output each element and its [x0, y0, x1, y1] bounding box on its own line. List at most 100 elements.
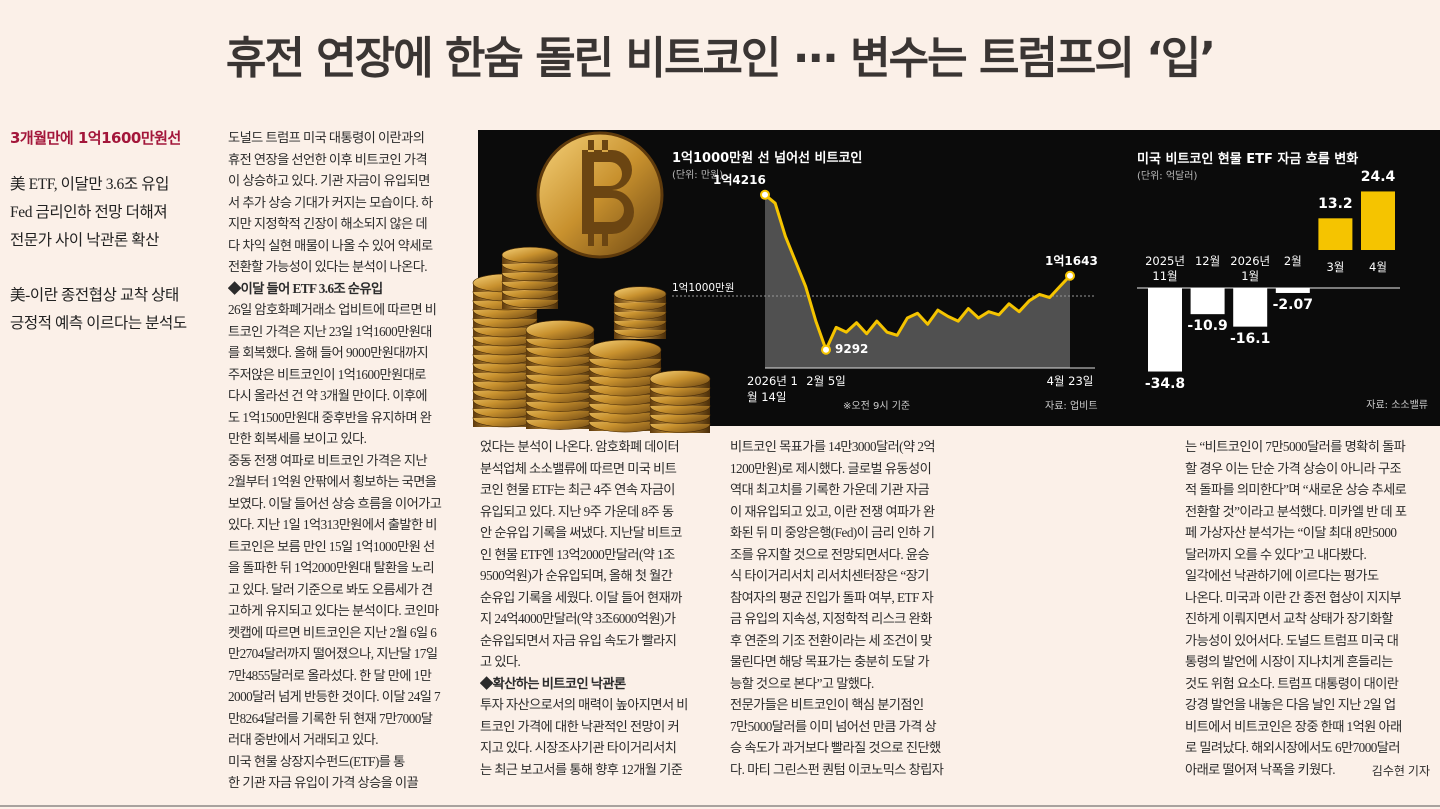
text-line: 로 밀려났다. 해외시장에서도 6만7000달러	[1185, 740, 1401, 755]
value-label: -10.9	[1187, 318, 1228, 335]
text-line: 코인 현물 ETF는 최근 4주 연속 자금이	[480, 482, 675, 497]
text-line: 다. 마티 그린스펀 퀀텀 이코노믹스 창립자	[730, 761, 944, 777]
sidebar-line: 긍정적 예측 이르다는 분석도	[10, 315, 187, 332]
text-line: 보였다. 이달 들어선 상승 흐름을 이어가고	[228, 495, 442, 511]
x-tick-label: 4월 23일	[1046, 374, 1094, 388]
bar	[1233, 288, 1268, 327]
text-line: 화된 뒤 미 중앙은행(Fed)이 금리 인하 기	[730, 525, 935, 540]
text-line: 일각에선 낙관하기에 이르다는 평가도	[1185, 568, 1379, 583]
chart-title: 1억1000만원 선 넘어선 비트코인	[672, 151, 863, 166]
value-label: 9292	[835, 341, 869, 356]
text-line: 켓캡에 따르면 비트코인은 지난 2월 6일 6	[228, 624, 437, 640]
x-tick-label: 2026년 1월 14일	[747, 374, 798, 404]
value-label: -2.07	[1272, 296, 1313, 313]
subheading: ◆이달 들어 ETF 3.6조 순유입	[228, 280, 383, 296]
text-line: 지 24억4000만달러(약 3조6000억원)가	[480, 611, 676, 626]
text-line: 가능성이 있어서다. 도널드 트럼프 미국 대	[1185, 632, 1399, 648]
coin-top	[649, 370, 711, 388]
text-line: 1200만원)로 제시했다. 글로벌 유동성이	[730, 460, 932, 476]
headline: 휴전 연장에 한숨 돌린 비트코인 ··· 변수는 트럼프의 ‘입’	[225, 33, 1216, 84]
text-line: 페 가상자산 분석가는 “이달 최대 8만5000	[1185, 525, 1397, 540]
text-line: 었다는 분석이 나온다. 암호화폐 데이터	[480, 439, 680, 454]
text-line: 나온다. 미국과 이란 간 종전 협상이 지지부	[1185, 589, 1402, 605]
bar	[1361, 191, 1395, 250]
text-line: 달러까지 오를 수 있다”고 내다봤다.	[1185, 546, 1367, 562]
text-line: 만8264달러를 기록한 뒤 현재 7만7000달	[228, 710, 433, 726]
text-line: 비트에서 비트코인은 장중 한때 1억원 아래	[1185, 718, 1402, 734]
bar	[1148, 288, 1182, 372]
x-tick-label: 12월	[1194, 254, 1221, 268]
text-line: 할 경우 이는 단순 가격 상승이 아니라 구조	[1185, 460, 1402, 476]
chart-source: 자료: 업비트	[1045, 401, 1098, 412]
area	[765, 194, 1070, 368]
text-line: 투자 자산으로서의 매력이 높아지면서 비	[480, 697, 688, 712]
bar	[1190, 288, 1225, 315]
subheading: ◆확산하는 비트코인 낙관론	[480, 675, 626, 691]
text-line: 서 추가 상승 기대가 커지는 모습이다. 하	[228, 194, 433, 210]
text-line: 를 회복했다. 올해 들어 9000만원대까지	[228, 345, 429, 360]
text-line: 도널드 트럼프 미국 대통령이 이란과의	[228, 130, 425, 145]
text-line: 2월부터 1억원 안팎에서 횡보하는 국면을	[228, 474, 437, 489]
text-line: 후 연준의 기조 전환이라는 세 조건이 맞	[730, 632, 932, 648]
point	[760, 189, 770, 200]
text-line: 중동 전쟁 여파로 비트코인 가격은 지난	[228, 452, 428, 468]
text-line: 강경 발언을 내놓은 다음 날인 지난 2일 업	[1185, 697, 1396, 712]
sidebar-line: 美 ETF, 이달만 3.6조 유입	[10, 176, 169, 193]
coin-top	[588, 339, 662, 361]
x-tick-label: 2월 5일	[806, 374, 846, 388]
bitcoin-symbol	[582, 140, 634, 246]
text-line: 휴전 연장을 선언한 이후 비트코인 가격	[228, 151, 428, 167]
x-tick-label: 2025년 11월	[1145, 254, 1185, 283]
text-line: 한 기관 자금 유입이 가격 상승을 이끌	[228, 775, 419, 790]
text-line: 통령의 발언에 시장이 지나치게 흔들리는	[1185, 654, 1393, 669]
text-line: 승 속도가 과거보다 빨라질 것으로 진단했	[730, 740, 941, 755]
text-line: 조를 유지할 것으로 전망되면서다. 윤승	[730, 546, 930, 562]
text-line: 고 있다.	[480, 654, 521, 669]
text-line: 물린다면 해당 목표가는 충분히 도달 가	[730, 654, 930, 669]
sidebar-line: 전문가 사이 낙관론 확산	[10, 232, 160, 249]
text-line: 능할 것으로 본다”고 말했다.	[730, 675, 874, 691]
text-line: 트코인은 보름 만인 15일 1억1000만원 선	[228, 538, 435, 554]
text-line: 다시 올라선 건 약 3개월 만이다. 이후에	[228, 388, 428, 403]
text-line: 식 타이거리서치 리서치센터장은 “장기	[730, 568, 929, 583]
text-line: 지만 지정학적 긴장이 해소되지 않은 데	[228, 216, 428, 231]
text-line: 인 현물 ETF엔 13억2000만달러(약 1조	[480, 546, 675, 562]
byline: 김수현 기자	[1371, 763, 1430, 778]
value-label: -16.1	[1230, 330, 1271, 347]
sidebar-line: 美-이란 종전협상 교착 상태	[10, 287, 179, 304]
text-line: 전환할 가능성이 있다는 분석이 나온다.	[228, 259, 428, 274]
text-line: 7만4855달러로 올라섰다. 한 달 만에 1만	[228, 667, 432, 683]
text-line: 적 돌파를 의미한다”며 “새로운 상승 추세로	[1185, 482, 1407, 497]
value-label: -34.8	[1144, 375, 1186, 392]
coin-top	[525, 320, 595, 340]
coin-illustration	[472, 131, 711, 433]
text-line: 을 돌파한 뒤 1억2000만원대 탈환을 노리	[228, 560, 435, 575]
text-line: 7만5000달러를 이미 넘어선 만큼 가격 상	[730, 718, 937, 734]
sidebar-kicker: 3개월만에 1억1600만원선	[10, 129, 181, 147]
text-line: 만2704달러까지 떨어졌으나, 지난달 17일	[228, 646, 438, 661]
text-line: 것도 위험 요소다. 트럼프 대통령이 대이란	[1185, 675, 1399, 691]
text-line: 있다. 지난 1일 1억313만원에서 출발한 비	[228, 517, 437, 532]
text-line: 분석업체 소소밸류에 따르면 미국 비트	[480, 460, 677, 476]
point	[821, 344, 831, 355]
text-line: 2000달러 넘게 반등한 것이다. 이달 24일 7	[228, 689, 441, 704]
chart-unit: (단위: 억달러)	[1137, 171, 1198, 182]
text-line: 참여자의 평균 진입가 돌파 여부, ETF 자	[730, 589, 934, 605]
text-line: 순유입되면서 자금 유입 속도가 빨라지	[480, 632, 677, 648]
text-line: 고하게 유지되고 있다는 분석이다. 코인마	[228, 603, 439, 618]
coin-top	[613, 286, 667, 302]
text-line: 금 유입의 지속성, 지정학적 리스크 완화	[730, 611, 932, 626]
value-label: 24.4	[1360, 169, 1396, 186]
coin-top	[501, 246, 559, 264]
text-line: 만한 회복세를 보이고 있다.	[228, 431, 367, 446]
text-line: 이 재유입되고 있고, 이란 전쟁 여파가 완	[730, 503, 935, 519]
text-line: 26일 암호화폐거래소 업비트에 따르면 비	[228, 302, 437, 317]
x-tick-label: 4월	[1369, 260, 1387, 274]
value-label: 1억4216	[713, 172, 766, 187]
text-line: 9500억원)가 순유입되며, 올해 첫 월간	[480, 568, 673, 583]
text-line: 다 차익 실현 매물이 나올 수 있어 약세로	[228, 237, 433, 253]
text-line: 전문가들은 비트코인이 핵심 분기점인	[730, 697, 924, 712]
